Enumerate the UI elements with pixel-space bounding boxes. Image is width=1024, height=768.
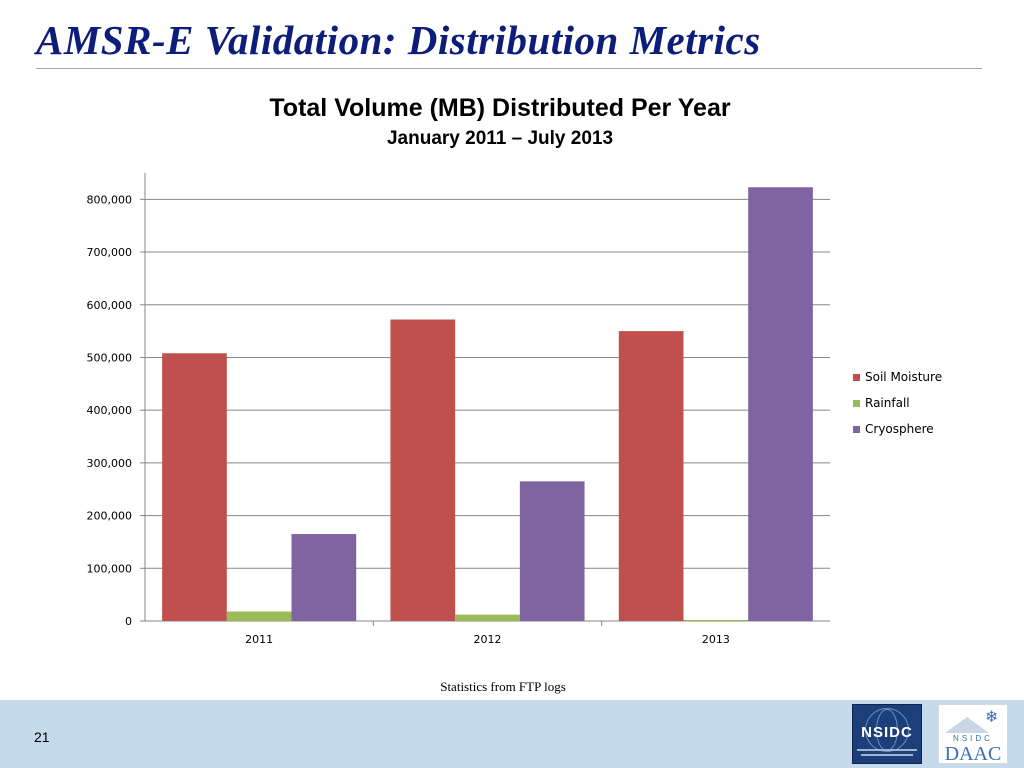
legend-label: Rainfall xyxy=(865,396,910,410)
legend-swatch xyxy=(853,374,860,381)
x-tick-label: 2013 xyxy=(702,633,730,646)
bar-soil-moisture-2011 xyxy=(162,353,227,621)
y-tick-label: 100,000 xyxy=(87,562,133,575)
nsidc-logo: NSIDC xyxy=(852,704,922,764)
title-divider xyxy=(36,68,982,69)
daac-logo-text: DAAC xyxy=(944,743,1002,764)
logo-fine-print-2 xyxy=(861,754,913,756)
logo-fine-print xyxy=(857,749,917,751)
tick-labels: 0 100,000 200,000 300,000 400,000 500,000 600,… xyxy=(87,193,730,646)
daac-logo-nsidc-text: NSIDC xyxy=(953,734,993,743)
legend-label: Soil Moisture xyxy=(865,370,942,384)
grid-lines xyxy=(145,198,830,569)
legend-label: Cryosphere xyxy=(865,422,934,436)
nsidc-logo-text: NSIDC xyxy=(861,724,913,741)
page-number: 21 xyxy=(34,729,50,745)
bar-rainfall-2013 xyxy=(683,619,749,621)
y-tick-label: 200,000 xyxy=(87,510,133,523)
chart-source-caption: Statistics from FTP logs xyxy=(440,679,566,694)
slide-title: AMSR-E Validation: Distribution Metrics xyxy=(36,17,761,63)
axes xyxy=(140,173,830,626)
bar-cryosphere-2011 xyxy=(291,534,357,621)
y-tick-label: 700,000 xyxy=(87,246,133,259)
bar-soil-moisture-2013 xyxy=(618,331,684,621)
y-tick-label: 0 xyxy=(125,615,132,628)
bars xyxy=(162,187,813,621)
legend-swatch xyxy=(853,400,860,407)
bar-cryosphere-2012 xyxy=(519,481,585,621)
chart-title: Total Volume (MB) Distributed Per Year xyxy=(269,94,731,122)
x-tick-label: 2012 xyxy=(474,633,502,646)
y-tick-label: 500,000 xyxy=(87,351,133,364)
mountain-icon xyxy=(945,717,989,733)
bar-soil-moisture-2012 xyxy=(390,319,456,621)
y-tick-label: 600,000 xyxy=(87,299,133,312)
y-tick-label: 300,000 xyxy=(87,457,133,470)
daac-logo: ❄ NSIDC DAAC xyxy=(938,704,1008,764)
x-tick-label: 2011 xyxy=(245,633,273,646)
y-tick-label: 800,000 xyxy=(87,193,133,206)
bar-chart: 0 100,000 200,000 300,000 400,000 500,000 600,… xyxy=(87,173,942,646)
legend-swatch xyxy=(853,426,860,433)
bar-rainfall-2012 xyxy=(455,614,520,621)
bar-rainfall-2011 xyxy=(226,611,292,621)
bar-cryosphere-2013 xyxy=(748,187,813,621)
y-tick-label: 400,000 xyxy=(87,404,133,417)
legend: Soil Moisture Rainfall Cryosphere xyxy=(853,370,942,436)
snowflake-icon: ❄ xyxy=(985,707,999,726)
chart-subtitle: January 2011 – July 2013 xyxy=(386,128,614,149)
